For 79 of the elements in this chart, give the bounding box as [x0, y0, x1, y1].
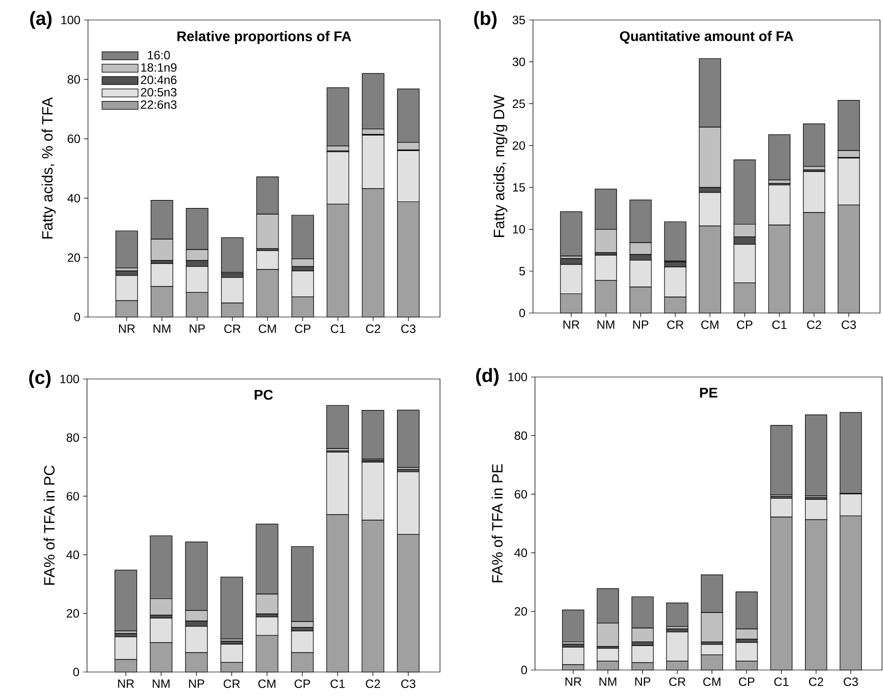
y-tick-label: 40 — [67, 194, 80, 202]
y-tick-label: 100 — [60, 374, 80, 384]
x-tick-label: C2 — [366, 680, 380, 688]
legend-label: 18:1n9 — [141, 63, 176, 72]
y-tick-label: 100 — [61, 16, 80, 24]
x-tick-label: C3 — [401, 324, 416, 334]
y-tick-label: 20 — [514, 607, 528, 616]
y-axis-title: Fatty acids, % of TFA — [42, 97, 56, 239]
y-tick-label: 40 — [66, 550, 80, 560]
text: PE — [700, 388, 718, 398]
y-axis-title: FA% of TFA in PC — [44, 466, 55, 585]
x-tick-label: C3 — [844, 678, 858, 686]
y-tick-label: 35 — [512, 16, 525, 24]
y-tick-label: 25 — [512, 99, 525, 108]
y-tick-label: 0 — [519, 308, 526, 318]
chart-title: (a) — [30, 11, 52, 29]
x-tick-label: C1 — [330, 324, 346, 334]
y-tick-label: 15 — [513, 183, 525, 192]
x-tick-label: C1 — [772, 320, 786, 330]
x-tick-label: NM — [598, 320, 614, 329]
x-tick-label: NR — [563, 320, 580, 329]
x-tick-label: NM — [152, 680, 170, 688]
y-tick-label: 100 — [508, 372, 528, 382]
x-tick-label: C2 — [366, 324, 380, 334]
x-tick-label: CP — [294, 680, 310, 688]
y-axis-title: Fatty acids, mg/g DW — [493, 94, 508, 237]
x-tick-label: CM — [258, 680, 276, 688]
y-tick-label: 0 — [74, 312, 80, 322]
chart-title: (d) — [476, 368, 499, 386]
legend-label: 16:0 — [148, 50, 170, 60]
x-tick-label: NM — [600, 678, 616, 686]
text: PC — [254, 390, 273, 400]
chart-title: (b) — [474, 11, 497, 29]
x-tick-label: NR — [118, 680, 134, 688]
y-tick-label: 20 — [512, 141, 526, 150]
y-tick-label: 20 — [68, 253, 80, 262]
y-tick-label: 5 — [519, 266, 525, 276]
x-tick-label: C1 — [774, 678, 788, 686]
x-tick-label: NM — [154, 324, 170, 333]
x-tick-label: CR — [667, 320, 684, 330]
x-tick-label: CR — [224, 324, 240, 334]
x-tick-label: NP — [633, 320, 648, 329]
legend-label: 20:4n6 — [140, 76, 177, 84]
y-tick-label: 80 — [68, 75, 80, 84]
x-tick-label: C2 — [809, 678, 824, 686]
x-tick-label: NR — [119, 324, 135, 333]
x-tick-label: CP — [738, 678, 754, 686]
text: Quantitative amount of FA — [620, 30, 794, 44]
x-tick-label: NP — [189, 680, 204, 688]
x-tick-label: CM — [701, 320, 718, 330]
x-tick-label: CM — [703, 678, 720, 686]
x-tick-label: C3 — [842, 320, 856, 330]
y-tick-label: 0 — [73, 668, 80, 676]
y-tick-label: 80 — [514, 431, 528, 440]
x-tick-label: NP — [190, 324, 205, 333]
legend-label: 22:6n3 — [140, 100, 177, 109]
chart-title: (c) — [29, 370, 51, 388]
y-tick-label: 60 — [68, 134, 80, 144]
y-tick-label: 40 — [514, 548, 528, 558]
y-axis-title: FA% of TFA in PE — [492, 464, 503, 582]
y-tick-label: 20 — [66, 609, 80, 618]
x-tick-label: C3 — [401, 680, 416, 688]
x-tick-label: CR — [224, 680, 240, 688]
y-tick-label: 60 — [66, 492, 80, 500]
text: Relative proportions of FA — [177, 30, 352, 44]
y-tick-label: 60 — [514, 490, 528, 498]
x-tick-label: CM — [258, 324, 276, 334]
legend-label: 20:5n3 — [140, 88, 177, 96]
y-tick-label: 10 — [513, 225, 526, 234]
x-tick-label: NP — [635, 678, 650, 686]
y-tick-label: 0 — [521, 666, 528, 674]
x-tick-label: C2 — [807, 320, 822, 330]
y-tick-label: 30 — [512, 58, 526, 66]
x-tick-label: CR — [669, 678, 686, 686]
x-tick-label: C1 — [330, 680, 345, 688]
x-tick-label: CP — [294, 324, 310, 334]
y-tick-label: 80 — [66, 433, 80, 442]
x-tick-label: NR — [565, 678, 582, 686]
x-tick-label: CP — [736, 320, 752, 330]
